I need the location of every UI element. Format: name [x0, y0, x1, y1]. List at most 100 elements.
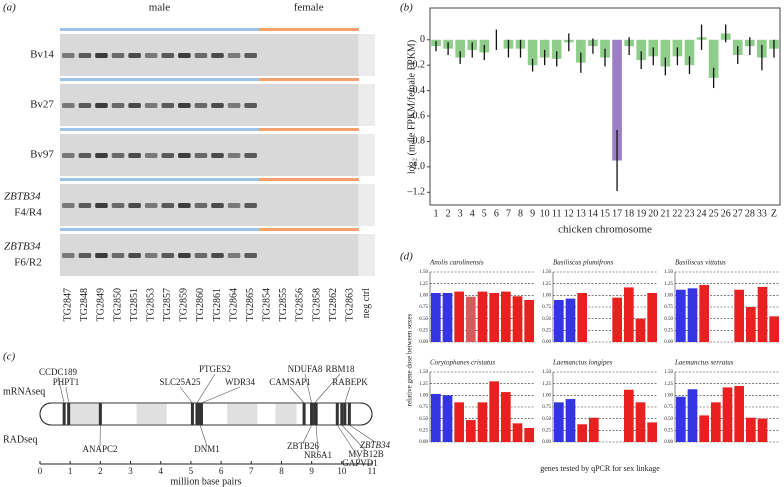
y-tick-label: 1.50 [542, 370, 551, 375]
gene-label: PTGES2 [199, 364, 231, 374]
gel-control-area [358, 134, 375, 176]
group-strip [275, 28, 293, 31]
gel-control-area [358, 34, 375, 76]
group-strip [142, 28, 160, 31]
gel-band [144, 253, 158, 258]
bar [454, 291, 464, 342]
gene-label: ZBTB34 [360, 440, 391, 450]
gel-band [227, 103, 241, 108]
y-tick-label: 0.75 [664, 305, 673, 310]
gel-band [211, 53, 224, 58]
group-strip [275, 178, 293, 181]
shaded-region [227, 404, 258, 424]
y-tick-label: 0.00 [664, 340, 673, 345]
x-tick-label: 11 [368, 466, 377, 476]
group-strip [209, 228, 227, 231]
row-label: Bv97 [30, 149, 54, 161]
y-tick-label: 0.00 [419, 440, 428, 445]
y-tick-label: 0.75 [419, 405, 428, 410]
bar [687, 389, 698, 442]
subplot-title: Corytophanes cristatus [430, 359, 495, 367]
x-axis-label: million base pairs [170, 476, 241, 487]
lane-label: TG2851 [129, 288, 140, 321]
y-tick-label: 1.25 [664, 382, 673, 387]
gel-band [178, 153, 191, 158]
group-strip [93, 128, 111, 131]
y-tick-label: 0.50 [542, 417, 551, 422]
gene-label: MVB12B [348, 449, 384, 459]
group-strip [176, 178, 194, 181]
group-strip [308, 28, 326, 31]
group-strip [93, 78, 111, 81]
gel-lane-area [60, 134, 359, 176]
x-tick-label: 4 [470, 208, 475, 219]
bar [431, 293, 441, 342]
x-tick-label: 10 [540, 208, 550, 219]
x-tick-label: 33 [757, 208, 767, 219]
panel-label: (d) [400, 251, 413, 263]
leader-line [344, 386, 351, 404]
x-tick-label: 2 [446, 208, 451, 219]
group-strip [76, 128, 94, 131]
bar [577, 424, 587, 442]
bar [684, 39, 695, 66]
y-tick-label: 0.50 [419, 417, 428, 422]
group-strip [93, 228, 111, 231]
gene-label: SLC25A25 [159, 377, 201, 387]
gene-band [302, 403, 306, 425]
lane-label: TG2862 [328, 288, 339, 321]
group-strip [325, 228, 343, 231]
gene-label: CCDC189 [39, 367, 78, 377]
gel-band [144, 53, 158, 58]
bar [551, 39, 562, 59]
y-tick-label: 1.25 [419, 382, 428, 387]
gel-band [95, 53, 108, 58]
group-strip [192, 28, 210, 31]
bar [660, 39, 671, 67]
leader-line [315, 424, 319, 453]
x-tick-label: 2 [98, 466, 103, 476]
gel-band [211, 103, 224, 108]
group-strip [176, 128, 194, 131]
bar [635, 402, 646, 442]
gel-band [161, 103, 175, 108]
gene-label: NR6A1 [304, 450, 332, 460]
gel-band [95, 203, 108, 208]
x-tick-label: 27 [733, 208, 743, 219]
gel-band [128, 203, 141, 208]
y-tick-label: 1.50 [419, 270, 428, 275]
gel-band [78, 253, 92, 258]
y-tick-label: 0.25 [542, 428, 551, 433]
y-tick-label: 1.25 [542, 282, 551, 287]
lane-label: neg ctrl [361, 288, 372, 318]
gel-band [62, 103, 75, 108]
y-tick-label: 0 [420, 34, 425, 45]
y-tick-label: 0.25 [664, 428, 673, 433]
lane-label: TG2849 [96, 288, 107, 321]
gel-band [128, 253, 141, 258]
group-strip [275, 228, 293, 231]
x-tick-label: 21 [660, 208, 670, 219]
group-strip [93, 28, 111, 31]
gel-band [62, 203, 75, 208]
gel-control-area [358, 234, 375, 276]
gene-band [198, 403, 202, 425]
group-strip [76, 228, 94, 231]
bar [676, 396, 686, 442]
group-strip [192, 78, 210, 81]
group-strip [308, 128, 326, 131]
group-strip [258, 28, 277, 31]
bar [746, 307, 756, 342]
x-tick-label: 18 [624, 208, 634, 219]
group-strip [126, 28, 144, 31]
bar [636, 39, 647, 61]
lane-label: TG2865 [245, 288, 256, 321]
x-tick-label: 24 [697, 208, 707, 219]
group-strip [60, 178, 78, 181]
x-tick-label: 13 [576, 208, 586, 219]
group-strip [192, 178, 210, 181]
bar [524, 428, 534, 442]
group-strip [242, 228, 260, 231]
y-tick-label: 1.25 [542, 382, 551, 387]
y-tick-label: 0.00 [419, 340, 428, 345]
